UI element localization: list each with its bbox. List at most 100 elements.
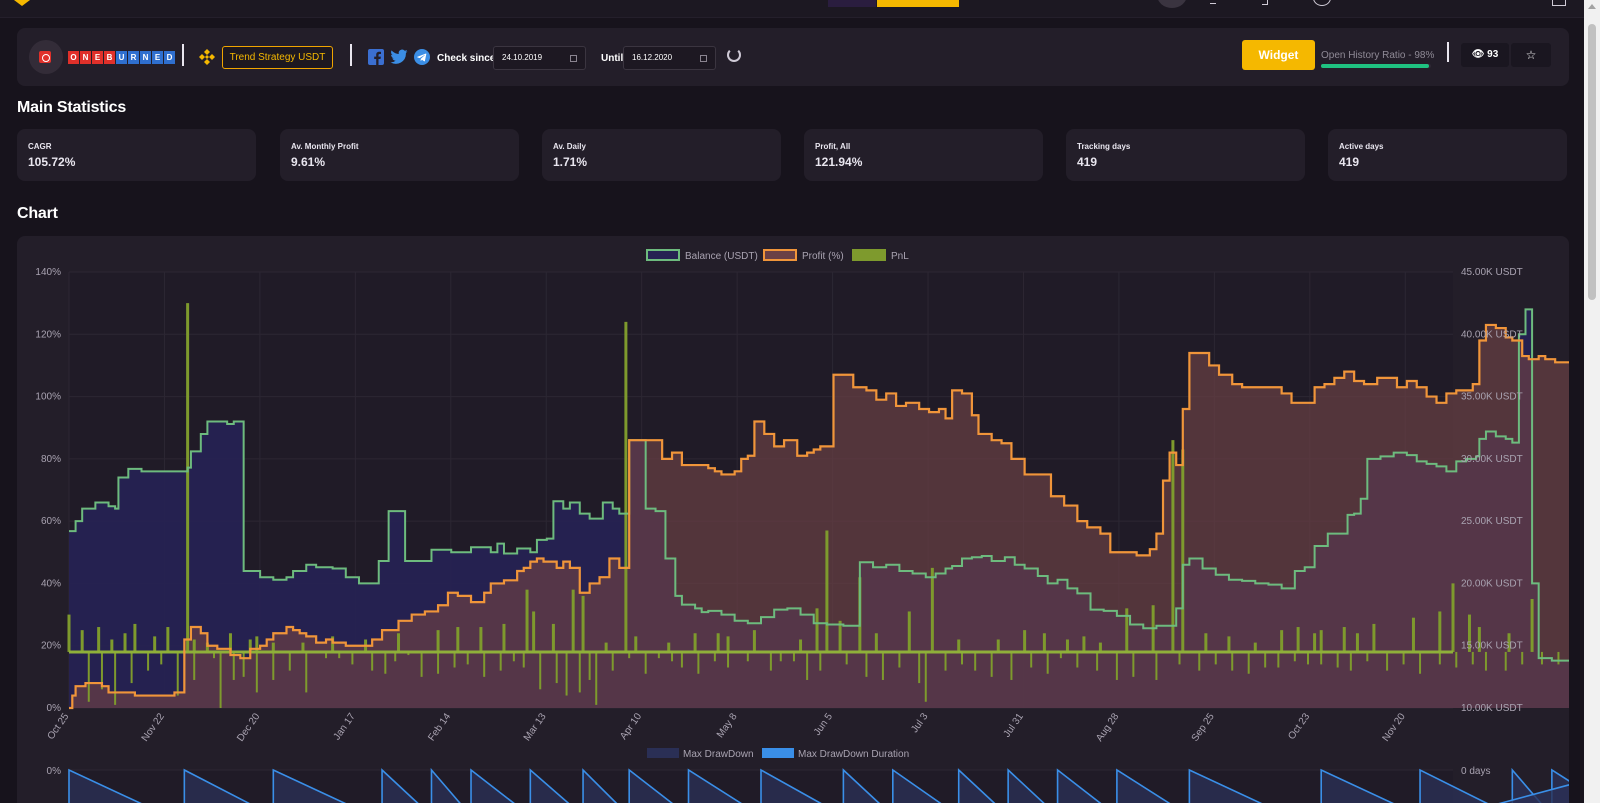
performance-chart[interactable]: 140% 120% 100% 80% 60% 40% 20% 0% 45.00K USDT 40.… xyxy=(17,236,1569,803)
y-axis-right-tick: 35.00K USDT xyxy=(1461,392,1523,403)
x-axis-tick: Jul 3 xyxy=(909,711,930,735)
x-axis-tick: May 8 xyxy=(715,711,740,740)
drawdown-area xyxy=(273,770,345,803)
y-axis-left-tick: 100% xyxy=(35,392,61,403)
y-axis-right-tick: 25.00K USDT xyxy=(1461,516,1523,527)
stat-card-daily: Av. Daily 1.71% xyxy=(542,129,781,181)
drawdown-duration-line xyxy=(1498,784,1569,803)
strategy-name-button[interactable]: Trend Strategy USDT xyxy=(222,46,333,69)
nav-icon[interactable] xyxy=(1210,0,1216,4)
drawdown-legend-swatch xyxy=(762,748,794,758)
drawdown-duration-line xyxy=(628,768,674,803)
drawdown-area xyxy=(892,770,941,803)
favorite-button[interactable]: ☆ xyxy=(1511,43,1551,67)
stat-card-tracking-days: Tracking days 419 xyxy=(1066,129,1305,181)
widget-button[interactable]: Widget xyxy=(1242,40,1315,70)
stat-value: 419 xyxy=(1339,155,1360,169)
x-axis-tick: Dec 20 xyxy=(235,711,262,744)
legend-swatch xyxy=(646,249,680,261)
stat-value: 9.61% xyxy=(291,155,326,169)
stat-card-profit-all: Profit, All 121.94% xyxy=(804,129,1043,181)
open-history-ratio-fill xyxy=(1321,64,1429,68)
drawdown-duration-line xyxy=(381,768,419,803)
until-label: Until xyxy=(601,53,624,64)
y-axis-left-tick: 60% xyxy=(41,516,61,527)
drawdown-duration-line xyxy=(430,767,461,803)
brand-letter: N xyxy=(80,51,91,64)
y-axis-right-tick: 10.00K USDT xyxy=(1461,703,1523,714)
divider xyxy=(182,44,184,66)
y-axis-right-tick: 45.00K USDT xyxy=(1461,267,1523,278)
views-count: 93 xyxy=(1487,49,1499,60)
strategy-avatar[interactable] xyxy=(29,40,63,74)
brand-letter: O xyxy=(68,51,79,64)
drawdown-duration-line xyxy=(272,768,347,803)
drawdown-duration-line xyxy=(1007,768,1045,803)
brand-letter: R xyxy=(128,51,139,64)
x-axis-tick: Jul 31 xyxy=(1002,711,1027,740)
y-axis-left-tick: 0% xyxy=(47,703,62,714)
since-date-value: 24.10.2019 xyxy=(502,53,543,62)
facebook-icon[interactable] xyxy=(368,49,384,65)
drawdown-duration-line xyxy=(582,768,618,803)
open-history-ratio-label: Open History Ratio - 98% xyxy=(1321,50,1435,61)
legend-label: Balance (USDT) xyxy=(685,251,758,262)
binance-logo-icon[interactable] xyxy=(14,0,30,6)
brand-letter: E xyxy=(92,51,103,64)
stat-label: Av. Daily xyxy=(553,142,586,151)
x-axis-tick: Apr 10 xyxy=(618,711,644,742)
oneburned-logo-icon xyxy=(39,51,51,63)
refresh-icon[interactable] xyxy=(727,48,741,62)
nav-icon[interactable] xyxy=(1262,0,1268,5)
until-date-input[interactable]: 16.12.2020 xyxy=(623,46,716,70)
drawdown-duration-line xyxy=(470,768,515,803)
views-counter: 👁 93 xyxy=(1461,43,1509,67)
scroll-up-arrow-icon[interactable] xyxy=(1588,4,1596,9)
strategy-toolbar: O N E B U R N E D Trend Strategy USDT Ch… xyxy=(17,28,1569,86)
drawdown-duration-line xyxy=(892,768,942,803)
since-date-input[interactable]: 24.10.2019 xyxy=(493,46,586,70)
drawdown-area xyxy=(688,770,741,803)
drawdown-duration-line xyxy=(687,768,743,803)
top-navigation-bar xyxy=(0,0,1584,18)
binance-icon xyxy=(199,49,215,65)
eye-icon: 👁 xyxy=(1471,49,1485,60)
check-since-label: Check since xyxy=(437,53,496,64)
y-axis-left-tick: 20% xyxy=(41,641,61,652)
calendar-icon[interactable] xyxy=(700,55,707,62)
divider xyxy=(350,44,352,66)
profit-area xyxy=(69,324,1569,708)
y-axis-right-tick: 20.00K USDT xyxy=(1461,578,1523,589)
page-scrollbar[interactable] xyxy=(1584,0,1600,803)
drawdown-legend-label: Max DrawDown xyxy=(683,749,754,760)
twitter-icon[interactable] xyxy=(390,49,408,65)
brand-letter: E xyxy=(152,51,163,64)
telegram-icon[interactable] xyxy=(414,49,430,65)
nav-icon[interactable] xyxy=(1552,0,1566,6)
x-axis-tick: Feb 14 xyxy=(426,711,453,743)
profit-line xyxy=(69,323,1569,710)
nav-tab-active[interactable] xyxy=(877,0,959,7)
drawdown-y-tick-right: 0 days xyxy=(1461,766,1490,777)
brand-letter: N xyxy=(140,51,151,64)
y-axis-right-tick: 15.00K USDT xyxy=(1461,641,1523,652)
y-axis-left-tick: 140% xyxy=(35,267,61,278)
drawdown-duration-line xyxy=(1188,768,1263,803)
balance-line xyxy=(69,308,1569,662)
nav-icon[interactable] xyxy=(1313,0,1331,6)
avatar[interactable] xyxy=(1157,0,1187,8)
calendar-icon[interactable] xyxy=(570,55,577,62)
drawdown-duration-line xyxy=(183,768,250,803)
stat-card-active-days: Active days 419 xyxy=(1328,129,1567,181)
drawdown-duration-line xyxy=(1116,768,1171,803)
drawdown-duration-line xyxy=(1320,768,1395,803)
stat-value: 105.72% xyxy=(28,155,76,169)
brand-letter: D xyxy=(164,51,175,64)
drawdown-duration-line xyxy=(1056,768,1102,803)
drawdown-area xyxy=(843,770,879,803)
drawdown-legend-swatch xyxy=(647,748,679,758)
x-axis-tick: Sep 25 xyxy=(1190,711,1217,744)
nav-tab[interactable] xyxy=(828,0,876,7)
y-axis-right-tick: 40.00K USDT xyxy=(1461,329,1523,340)
scrollbar-thumb[interactable] xyxy=(1588,24,1596,300)
